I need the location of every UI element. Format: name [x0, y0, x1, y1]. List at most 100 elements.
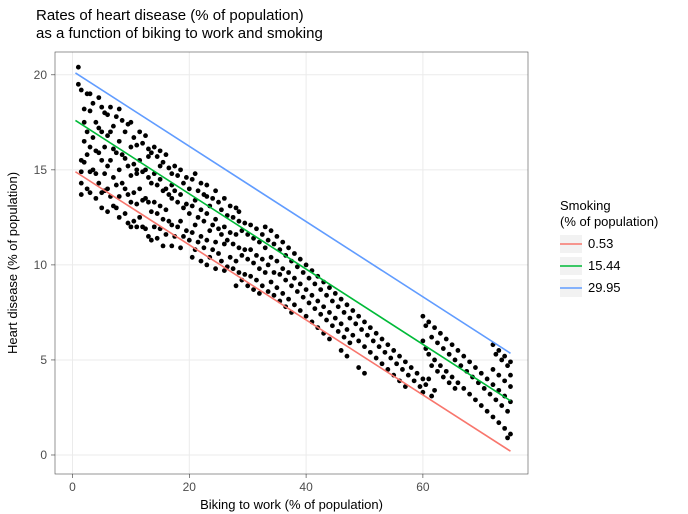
data-point: [307, 301, 312, 306]
data-point: [485, 409, 490, 414]
data-point: [438, 331, 443, 336]
data-point: [272, 293, 277, 298]
data-point: [111, 147, 116, 152]
data-point: [82, 107, 87, 112]
data-point: [158, 177, 163, 182]
data-point: [146, 200, 151, 205]
data-point: [158, 204, 163, 209]
data-point: [301, 270, 306, 275]
data-point: [272, 270, 277, 275]
data-point: [134, 143, 139, 148]
data-point: [312, 282, 317, 287]
data-point: [129, 173, 134, 178]
data-point: [137, 129, 142, 134]
data-point: [266, 238, 271, 243]
data-point: [248, 247, 253, 252]
y-tick-label: 10: [34, 258, 48, 272]
data-point: [345, 354, 350, 359]
data-point: [175, 200, 180, 205]
data-point: [496, 420, 501, 425]
data-point: [123, 211, 128, 216]
data-point: [304, 287, 309, 292]
data-point: [129, 120, 134, 125]
data-point: [447, 352, 452, 357]
data-point: [213, 266, 218, 271]
data-point: [85, 152, 90, 157]
data-point: [356, 365, 361, 370]
data-point: [204, 194, 209, 199]
data-point: [336, 304, 341, 309]
data-point: [213, 240, 218, 245]
data-point: [423, 382, 428, 387]
data-point: [222, 224, 227, 229]
data-point: [204, 263, 209, 268]
data-point: [257, 266, 262, 271]
data-point: [298, 257, 303, 262]
data-point: [222, 242, 227, 247]
data-point: [479, 371, 484, 376]
data-point: [134, 171, 139, 176]
data-point: [161, 243, 166, 248]
data-point: [105, 112, 110, 117]
data-point: [388, 356, 393, 361]
data-point: [234, 283, 239, 288]
data-point: [88, 190, 93, 195]
data-point: [129, 224, 134, 229]
data-point: [199, 181, 204, 186]
data-point: [418, 384, 423, 389]
data-point: [453, 386, 458, 391]
data-point: [210, 223, 215, 228]
data-point: [461, 354, 466, 359]
data-point: [178, 192, 183, 197]
data-point: [242, 272, 247, 277]
data-point: [342, 335, 347, 340]
data-point: [79, 192, 84, 197]
data-point: [108, 129, 113, 134]
data-point: [166, 192, 171, 197]
data-point: [432, 325, 437, 330]
data-point: [237, 209, 242, 214]
data-point: [491, 415, 496, 420]
data-point: [181, 234, 186, 239]
data-point: [96, 126, 101, 131]
data-point: [204, 211, 209, 216]
data-point: [137, 186, 142, 191]
data-point: [315, 299, 320, 304]
data-point: [333, 291, 338, 296]
chart-title-line2: as a function of biking to work and smok…: [36, 25, 323, 42]
data-point: [181, 181, 186, 186]
data-point: [298, 282, 303, 287]
data-point: [263, 245, 268, 250]
data-point: [166, 166, 171, 171]
data-point: [184, 228, 189, 233]
data-point: [496, 348, 501, 353]
data-point: [225, 238, 230, 243]
data-point: [216, 251, 221, 256]
data-point: [266, 263, 271, 268]
data-point: [88, 145, 93, 150]
data-point: [441, 346, 446, 351]
data-point: [432, 388, 437, 393]
x-tick-label: 40: [299, 480, 313, 494]
data-point: [467, 392, 472, 397]
data-point: [450, 342, 455, 347]
data-point: [380, 337, 385, 342]
data-point: [493, 397, 498, 402]
data-point: [169, 171, 174, 176]
y-tick-label: 15: [34, 163, 48, 177]
data-point: [275, 234, 280, 239]
data-point: [339, 348, 344, 353]
data-point: [143, 133, 148, 138]
data-point: [91, 101, 96, 106]
x-tick-label: 20: [183, 480, 197, 494]
data-point: [210, 247, 215, 252]
data-point: [242, 247, 247, 252]
data-point: [385, 342, 390, 347]
data-point: [356, 339, 361, 344]
data-point: [216, 200, 221, 205]
data-point: [286, 297, 291, 302]
data-point: [505, 363, 510, 368]
data-point: [260, 232, 265, 237]
data-point: [423, 323, 428, 328]
data-point: [345, 327, 350, 332]
